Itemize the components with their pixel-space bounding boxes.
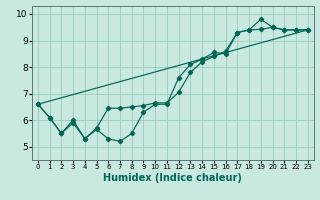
X-axis label: Humidex (Indice chaleur): Humidex (Indice chaleur) xyxy=(103,173,242,183)
